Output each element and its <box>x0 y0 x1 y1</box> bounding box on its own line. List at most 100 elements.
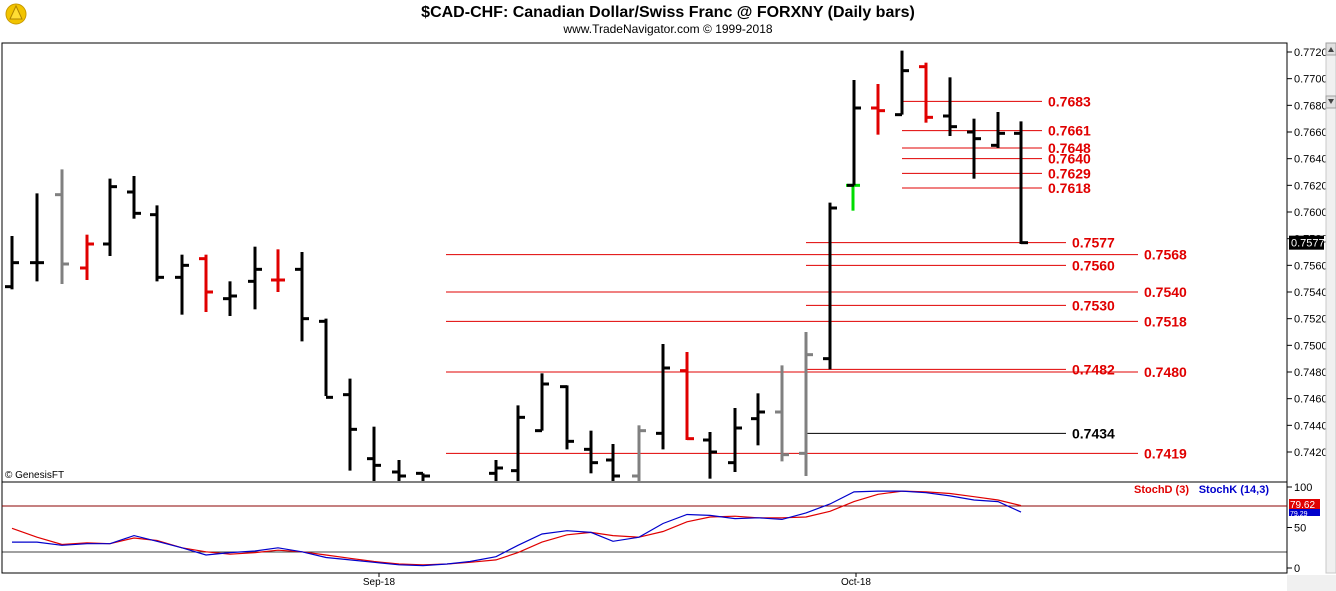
y-tick-label: 0.7620 <box>1294 180 1328 192</box>
price-bar <box>1014 121 1028 245</box>
level-label: 0.7577 <box>1072 235 1115 251</box>
ind-tick-label: 0 <box>1294 563 1300 575</box>
price-bar <box>295 252 309 342</box>
y-tick-label: 0.7440 <box>1294 420 1328 432</box>
y-tick-label: 0.7660 <box>1294 127 1328 139</box>
price-bar <box>5 236 19 290</box>
price-bar <box>606 444 620 481</box>
price-bar <box>535 373 549 433</box>
level-label: 0.7419 <box>1144 445 1187 461</box>
price-bar <box>703 432 717 479</box>
price-bar <box>680 352 694 441</box>
price-bar <box>30 193 44 282</box>
x-tick-label: Oct-18 <box>841 577 871 588</box>
stoch-value-top: 79.62 <box>1290 500 1315 511</box>
price-bar <box>175 254 189 315</box>
price-bar <box>248 246 262 310</box>
price-bar <box>150 205 164 282</box>
price-bar <box>199 254 213 312</box>
level-label: 0.7629 <box>1048 165 1091 181</box>
stoch-value-box-bottom <box>1289 509 1320 516</box>
price-bar <box>55 169 69 284</box>
stochk-line <box>12 490 1022 567</box>
ind-tick-label: 50 <box>1294 523 1306 535</box>
level-label: 0.7618 <box>1048 180 1091 196</box>
price-bar <box>416 471 430 481</box>
price-bar <box>751 393 765 446</box>
price-bar <box>103 178 117 256</box>
chart-subtitle: www.TradeNavigator.com © 1999-2018 <box>562 22 772 36</box>
y-tick-label: 0.7460 <box>1294 394 1328 406</box>
level-label: 0.7540 <box>1144 284 1187 300</box>
level-label: 0.7434 <box>1072 425 1115 441</box>
price-axis: 0.7720 0.7700 0.7680 0.7660 0.7640 0.7620 0.76… <box>1287 47 1328 459</box>
price-bar <box>80 234 94 280</box>
price-bar <box>223 281 237 316</box>
level-label: 0.7480 <box>1144 364 1187 380</box>
level-label: 0.7568 <box>1144 247 1187 263</box>
price-panel <box>1 42 1288 483</box>
price-bar <box>632 425 646 481</box>
level-label: 0.7661 <box>1048 123 1091 139</box>
price-bar <box>560 385 574 450</box>
ind-tick-label: 100 <box>1294 482 1312 494</box>
y-tick-label: 0.7700 <box>1294 74 1328 86</box>
y-tick-label: 0.7500 <box>1294 340 1328 352</box>
vertical-scrollbar[interactable] <box>1325 42 1336 574</box>
price-bar <box>799 332 813 476</box>
price-bar <box>656 344 670 450</box>
price-bars <box>5 50 1028 481</box>
y-tick-label: 0.7540 <box>1294 287 1328 299</box>
y-tick-label: 0.7680 <box>1294 100 1328 112</box>
scroll-down-icon <box>1328 99 1334 104</box>
stoch-value-box-top <box>1289 499 1320 509</box>
price-bar <box>967 118 981 179</box>
indicator-panel <box>1 481 1288 574</box>
level-label: 0.7560 <box>1072 257 1115 273</box>
y-tick-label: 0.7600 <box>1294 207 1328 219</box>
chart-title: $CAD-CHF: Canadian Dollar/Swiss Franc @ … <box>421 4 915 21</box>
price-bar <box>847 80 861 187</box>
level-label: 0.7648 <box>1048 140 1091 156</box>
y-tick-label: 0.7520 <box>1294 314 1328 326</box>
level-label: 0.7683 <box>1048 93 1091 109</box>
price-bar <box>127 176 141 219</box>
price-bar <box>343 378 357 471</box>
stochd-legend: StochD (3) <box>1134 484 1189 496</box>
stochk-legend: StochK (14,3) <box>1199 484 1270 496</box>
x-tick-label: Sep-18 <box>363 577 396 588</box>
level-label: 0.7640 <box>1048 151 1091 167</box>
copyright-label: © GenesisFT <box>5 470 64 481</box>
price-bar <box>823 202 837 370</box>
price-bar <box>991 112 1005 148</box>
scroll-up-icon <box>1328 47 1334 52</box>
last-price-label: 0.7577 <box>1291 238 1325 250</box>
y-tick-label: 0.7480 <box>1294 367 1328 379</box>
stochastic-lines <box>11 490 1022 567</box>
price-bar <box>489 460 503 481</box>
y-tick-label: 0.7640 <box>1294 154 1328 166</box>
price-bar <box>367 426 381 481</box>
price-bar <box>728 408 742 472</box>
price-bar <box>584 430 598 474</box>
y-tick-label: 0.7420 <box>1294 447 1328 459</box>
price-bar <box>392 460 406 481</box>
date-axis: Sep-18 Oct-18 <box>363 573 871 588</box>
y-tick-label: 0.7560 <box>1294 260 1328 272</box>
price-bar <box>775 365 789 462</box>
logo-icon <box>5 3 27 25</box>
price-bar <box>871 84 885 135</box>
price-bar <box>895 50 909 117</box>
corner-box <box>1287 575 1336 591</box>
level-label: 0.7530 <box>1072 297 1115 313</box>
price-bar <box>271 249 285 292</box>
stoch-value-bottom: 79.29 <box>1290 511 1308 518</box>
level-label: 0.7518 <box>1144 313 1187 329</box>
price-bar <box>511 405 525 481</box>
price-bar <box>943 77 957 136</box>
price-bar <box>319 318 333 399</box>
level-label: 0.7482 <box>1072 361 1115 377</box>
